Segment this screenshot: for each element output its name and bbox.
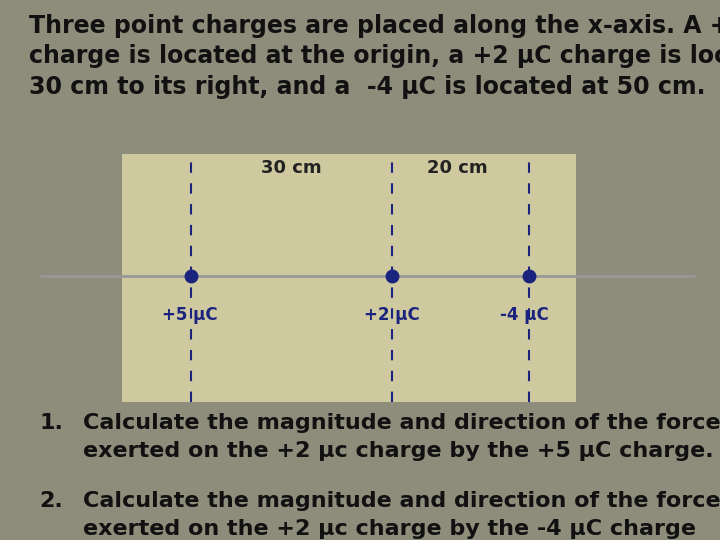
Text: exerted on the +2 μc charge by the -4 μC charge: exerted on the +2 μc charge by the -4 μC…: [83, 519, 696, 539]
Text: -4 μC: -4 μC: [500, 306, 549, 324]
Text: 2.: 2.: [40, 491, 63, 511]
Text: Three point charges are placed along the x-axis. A +5 μC
charge is located at th: Three point charges are placed along the…: [29, 14, 720, 99]
Text: +5 μC: +5 μC: [162, 306, 217, 324]
FancyBboxPatch shape: [122, 154, 576, 402]
Text: 1.: 1.: [40, 413, 63, 433]
Text: Calculate the magnitude and direction of the force: Calculate the magnitude and direction of…: [83, 413, 720, 433]
Text: +2 μC: +2 μC: [364, 306, 419, 324]
Text: 30 cm: 30 cm: [261, 159, 322, 177]
Text: 20 cm: 20 cm: [427, 159, 487, 177]
Text: exerted on the +2 μc charge by the +5 μC charge.: exerted on the +2 μc charge by the +5 μC…: [83, 441, 714, 461]
Text: Calculate the magnitude and direction of the force: Calculate the magnitude and direction of…: [83, 491, 720, 511]
